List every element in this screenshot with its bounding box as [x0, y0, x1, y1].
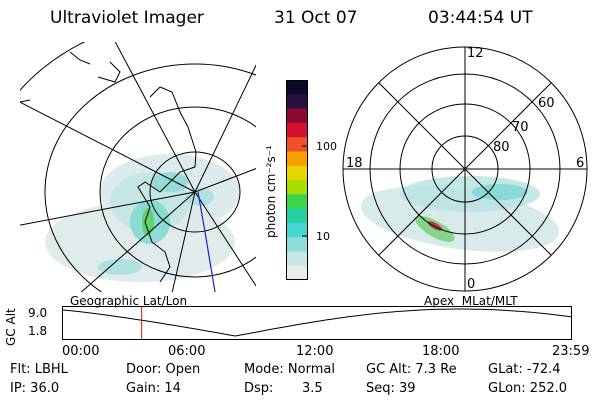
mlt-label-18: 18: [346, 156, 363, 171]
geographic-caption: Geographic Lat/Lon: [70, 294, 188, 308]
date-label: 31 Oct 07: [274, 8, 358, 28]
instrument-title: Ultraviolet Imager: [50, 8, 204, 28]
geographic-map: [20, 42, 256, 292]
mlt-label-0: 0: [467, 277, 476, 292]
colorbar-segment: [286, 194, 308, 210]
footer-mode: Mode: Normal: [244, 362, 335, 377]
colorbar-segment: [286, 251, 308, 267]
footer-dsp-label: Dsp:: [244, 381, 274, 396]
footer-glon: GLon: 252.0: [488, 381, 568, 396]
footer-dsp-value: 3.5: [302, 381, 323, 396]
colorbar-segment: [286, 80, 308, 95]
colorbar-tick-100: 100: [316, 140, 337, 153]
altitude-curve: [62, 308, 572, 337]
colorbar-segment: [286, 108, 308, 124]
apex-caption: Apex MLat/MLT: [424, 294, 518, 308]
magnetic-polar-map: [342, 46, 588, 292]
xtick-1800: 18:00: [422, 344, 460, 359]
mlat-label-70: 70: [512, 120, 529, 135]
colorbar-segment: [286, 122, 308, 138]
xtick-0000: 00:00: [62, 344, 100, 359]
footer-flt: Flt: LBHL: [10, 362, 68, 377]
footer-seq: Seq: 39: [366, 381, 416, 396]
colorbar-unit-label: photon cm⁻²s⁻¹: [264, 145, 278, 238]
footer-glat: GLat: -72.4: [488, 362, 561, 377]
mag-aurora-emission: [360, 176, 560, 252]
mlat-label-60: 60: [538, 96, 555, 111]
colorbar-segment: [286, 208, 308, 224]
colorbar-segment: [286, 165, 308, 181]
footer-gain: Gain: 14: [126, 381, 181, 396]
colorbar-segment: [286, 137, 308, 152]
xtick-0600: 06:00: [168, 344, 206, 359]
altitude-plot: [62, 306, 572, 340]
colorbar-segment: [286, 265, 308, 280]
altitude-ytick-9: 9.0: [28, 306, 48, 320]
footer-gc-alt: GC Alt: 7.3 Re: [366, 362, 457, 377]
altitude-ytick-1-8: 1.8: [28, 324, 48, 338]
colorbar: [286, 80, 308, 280]
xtick-2359: 23:59: [552, 344, 590, 359]
mlat-label-80: 80: [493, 140, 510, 155]
colorbar-tick-10: 10: [316, 230, 330, 243]
colorbar-segment: [286, 180, 308, 195]
colorbar-border: [286, 80, 308, 280]
time-label: 03:44:54 UT: [428, 8, 533, 28]
mlt-label-6: 6: [576, 156, 585, 171]
xtick-1200: 12:00: [296, 344, 334, 359]
footer-ip: IP: 36.0: [10, 381, 60, 396]
colorbar-segment: [286, 94, 308, 110]
colorbar-segment: [286, 222, 308, 238]
mlt-label-12: 12: [467, 46, 484, 61]
colorbar-segment: [286, 237, 308, 252]
colorbar-segment: [286, 151, 308, 167]
footer-door: Door: Open: [126, 362, 201, 377]
altitude-ylabel: GC Alt: [4, 308, 18, 346]
